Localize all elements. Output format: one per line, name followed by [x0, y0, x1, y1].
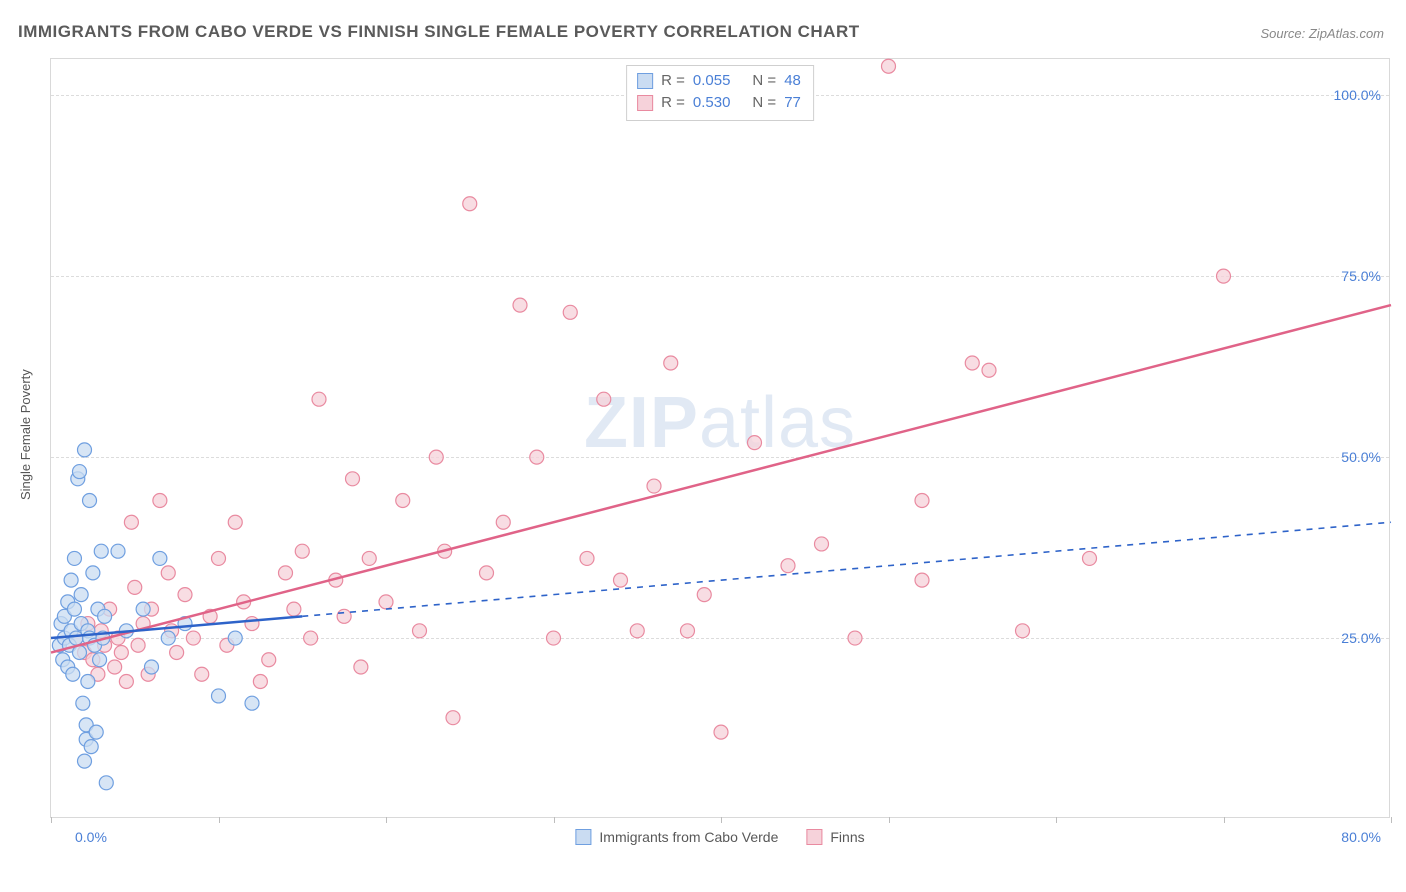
source-attribution: Source: ZipAtlas.com — [1260, 26, 1384, 41]
bottom-legend: Immigrants from Cabo Verde Finns — [575, 829, 864, 845]
swatch-series-a — [637, 73, 653, 89]
legend-label-b: Finns — [830, 829, 864, 845]
n-value-a: 48 — [784, 70, 801, 92]
plot-svg — [51, 59, 1389, 817]
legend-swatch-b — [806, 829, 822, 845]
legend-swatch-a — [575, 829, 591, 845]
stats-legend-box: R = 0.055 N = 48 R = 0.530 N = 77 — [626, 65, 814, 121]
y-axis-label: Single Female Poverty — [18, 369, 33, 500]
n-label: N = — [752, 70, 776, 92]
legend-item-a: Immigrants from Cabo Verde — [575, 829, 778, 845]
r-label: R = — [661, 70, 685, 92]
r-value-a: 0.055 — [693, 70, 731, 92]
legend-item-b: Finns — [806, 829, 864, 845]
x-axis-max-label: 80.0% — [1341, 829, 1381, 845]
r-label: R = — [661, 92, 685, 114]
chart-area: ZIPatlas 25.0%50.0%75.0%100.0% 0.0% 80.0… — [50, 58, 1390, 818]
x-axis-min-label: 0.0% — [75, 829, 107, 845]
n-label: N = — [752, 92, 776, 114]
stats-row-a: R = 0.055 N = 48 — [637, 70, 801, 92]
chart-title: IMMIGRANTS FROM CABO VERDE VS FINNISH SI… — [18, 22, 860, 42]
swatch-series-b — [637, 95, 653, 111]
legend-label-a: Immigrants from Cabo Verde — [599, 829, 778, 845]
n-value-b: 77 — [784, 92, 801, 114]
r-value-b: 0.530 — [693, 92, 731, 114]
stats-row-b: R = 0.530 N = 77 — [637, 92, 801, 114]
